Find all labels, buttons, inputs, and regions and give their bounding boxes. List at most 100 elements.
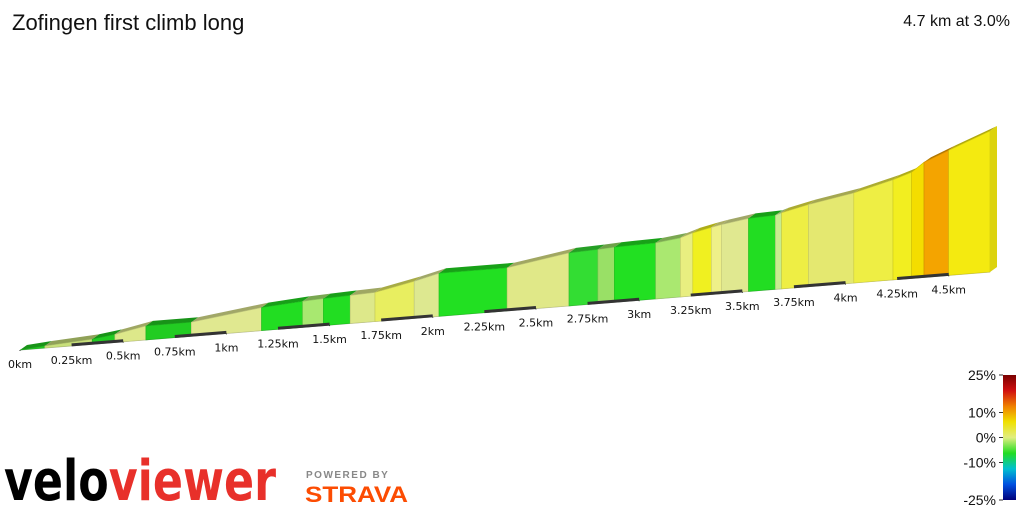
logo-part: viewer xyxy=(109,449,277,512)
profile-top xyxy=(350,287,382,296)
x-tick-label: 4.25km xyxy=(876,287,918,300)
logo-part: velo xyxy=(4,449,109,512)
x-tick-mark xyxy=(71,339,124,347)
chart-subtitle: 4.7 km at 3.0% xyxy=(903,13,1010,30)
x-tick-mark xyxy=(587,297,640,305)
profile-segment xyxy=(948,130,991,276)
profile-end xyxy=(990,126,997,272)
colorbar-label: 25% xyxy=(968,367,996,383)
profile-top xyxy=(569,244,605,253)
profile-segment xyxy=(892,171,912,281)
x-tick-label: 4km xyxy=(833,292,857,305)
profile-top xyxy=(924,145,956,163)
profile-segment xyxy=(721,218,749,294)
x-axis: 0km 0.25km 0.5km 0.75km 1km 1.25km 1.5km 1.75km… xyxy=(8,272,966,371)
profile-segment xyxy=(692,226,712,297)
x-tick-label: 0km xyxy=(8,358,32,371)
x-tick-label: 2.5km xyxy=(519,317,554,330)
profile-top xyxy=(680,227,700,238)
profile-top xyxy=(20,341,52,350)
profile-segment xyxy=(614,242,657,303)
x-tick-label: 3.5km xyxy=(725,300,760,313)
profile-segment xyxy=(568,249,599,307)
profile-top xyxy=(893,167,919,180)
profile-top xyxy=(114,320,153,335)
profile-segment xyxy=(374,280,415,322)
profile-top xyxy=(323,290,358,299)
profile-top xyxy=(692,222,719,233)
profile-segment xyxy=(302,298,324,328)
x-tick-mark xyxy=(277,322,330,330)
powered-by: POWERED BY xyxy=(306,470,389,481)
logo: veloviewer xyxy=(4,449,276,512)
profile-segment xyxy=(808,192,855,287)
colorbar-scale xyxy=(1003,375,1016,500)
chart-title: Zofingen first climb long xyxy=(12,10,244,35)
profile-top xyxy=(414,268,446,282)
x-tick-label: 3.25km xyxy=(670,304,712,317)
profile-top xyxy=(261,296,310,308)
x-tick-label: 0.5km xyxy=(106,350,141,363)
x-tick-mark xyxy=(690,289,743,297)
profile-top xyxy=(948,126,997,151)
profile-top xyxy=(614,237,663,248)
x-tick-mark xyxy=(484,306,537,314)
x-tick-label: 1km xyxy=(214,341,238,354)
profile-segment xyxy=(911,161,925,279)
profile-segment xyxy=(438,267,508,317)
x-tick-mark xyxy=(174,330,227,339)
profile-segment xyxy=(775,212,782,290)
profile-top xyxy=(92,329,122,340)
profile-top xyxy=(302,293,331,302)
strava-logo: STRAVA xyxy=(305,482,408,507)
profile-top xyxy=(853,174,900,193)
x-tick-label: 0.25km xyxy=(51,354,93,367)
x-tick-label: 4.5km xyxy=(931,283,966,296)
x-tick-label: 2.25km xyxy=(464,321,506,334)
x-tick-label: 1.75km xyxy=(360,329,402,342)
profile-top xyxy=(44,334,100,346)
profile-top xyxy=(191,302,269,323)
profile-top xyxy=(711,219,729,228)
x-tick-mark xyxy=(793,281,846,289)
x-tick-mark xyxy=(897,272,949,280)
profile-segment xyxy=(655,237,681,300)
profile-segment xyxy=(748,214,776,292)
x-tick-label: 2km xyxy=(421,325,445,338)
colorbar-label: 10% xyxy=(968,405,996,421)
profile-top xyxy=(507,247,576,268)
profile-segment xyxy=(853,179,894,284)
profile xyxy=(19,126,997,351)
profile-segment xyxy=(711,224,723,295)
x-tick-label: 1.25km xyxy=(257,337,299,350)
profile-segment xyxy=(323,295,351,326)
profile-top xyxy=(721,213,756,225)
profile-top xyxy=(439,262,515,274)
profile-top xyxy=(775,207,789,216)
profile-segment xyxy=(506,252,570,312)
profile-top xyxy=(808,188,861,205)
colorbar-label: -10% xyxy=(963,455,996,471)
profile-segment xyxy=(923,149,950,278)
profile-top xyxy=(597,242,622,250)
profile-segment xyxy=(680,232,694,298)
profile-top xyxy=(748,210,783,219)
profile-top xyxy=(655,232,688,243)
x-tick-label: 3km xyxy=(627,308,651,321)
colorbar-label: 0% xyxy=(976,430,996,446)
profile-segment xyxy=(781,204,809,290)
profile-top xyxy=(781,199,816,213)
x-tick-mark xyxy=(381,314,433,322)
profile-segment xyxy=(413,272,440,319)
profile-top xyxy=(375,276,422,293)
x-tick-label: 1.5km xyxy=(312,333,347,346)
profile-segment xyxy=(349,292,376,324)
profile-top xyxy=(145,317,199,326)
x-tick-label: 0.75km xyxy=(154,346,196,359)
x-tick-label: 3.75km xyxy=(773,296,815,309)
colorbar: 25% 10% 0% -10% -25% xyxy=(963,367,1016,508)
profile-segment xyxy=(597,246,615,304)
x-tick-label: 2.75km xyxy=(567,312,609,325)
colorbar-label: -25% xyxy=(963,492,996,508)
